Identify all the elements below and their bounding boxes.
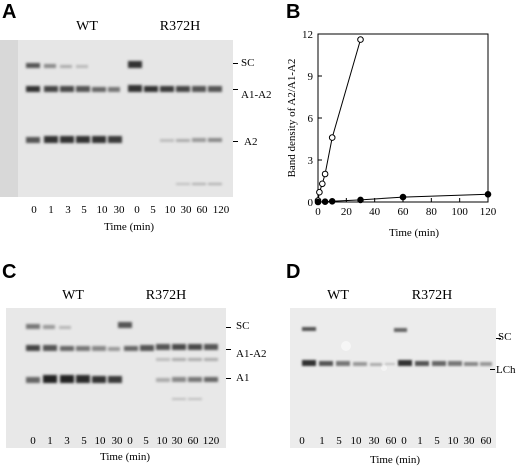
panel-d-group-wt: WT	[327, 288, 349, 303]
panel-a-lane-label: 5	[150, 204, 156, 216]
panel-d-lane-label: 1	[417, 435, 423, 447]
chart-x-tick-label: 0	[315, 206, 321, 218]
panel-d-group-r372h: R372H	[411, 288, 453, 303]
chart-x-tick-label: 100	[451, 206, 468, 218]
chart-x-tick-label: 60	[398, 206, 410, 218]
chart-y-tick-label: 6	[308, 113, 314, 125]
panel-c-lane-label: 30	[171, 435, 183, 447]
panel-c-gel-blot	[6, 308, 226, 448]
panel-d-lane-label: 5	[336, 435, 342, 447]
panel-d-lane-label: 60	[385, 435, 397, 447]
chart-x-tick-label: 120	[480, 206, 497, 218]
chart-point-series-2	[314, 198, 322, 206]
chart-y-tick-label: 3	[308, 155, 314, 167]
panel-a-tick-sc	[233, 63, 238, 64]
panel-c-band-a1a2: A1-A2	[236, 348, 267, 360]
panel-a-time-label: Time (min)	[103, 221, 155, 233]
panel-a-lane-label: 60	[196, 204, 208, 216]
panel-a-group-r372h: R372H	[159, 19, 201, 34]
panel-c-tick-a1	[226, 378, 231, 379]
panel-a-gel-blot	[0, 40, 233, 197]
panel-d-gel-blot	[290, 308, 496, 448]
chart-point-series-2	[399, 193, 407, 201]
panel-a-tick-a2	[233, 141, 238, 142]
panel-c-lane-label: 5	[81, 435, 87, 447]
chart-y-tick-label: 0	[308, 197, 314, 209]
panel-a-lane-label: 30	[113, 204, 125, 216]
panel-d-band-sc: SC	[498, 331, 512, 343]
panel-c-band-a1: A1	[236, 372, 250, 384]
panel-a-band-a2: A2	[244, 136, 258, 148]
panel-c-lane-label: 3	[64, 435, 70, 447]
panel-d-lane-label: 10	[350, 435, 362, 447]
chart-point-series-1	[328, 134, 336, 141]
panel-d-lane-label: 60	[480, 435, 492, 447]
chart-point-series-1	[316, 188, 323, 196]
chart-xlabel: Time (min)	[389, 227, 439, 239]
chart-point-series-2	[328, 198, 336, 205]
panel-c-band-sc: SC	[236, 320, 250, 332]
panel-a-letter: A	[2, 1, 17, 23]
panel-c-lane-label: 60	[187, 435, 199, 447]
panel-c-lane-label: 10	[94, 435, 106, 447]
chart-point-series-2	[357, 196, 364, 204]
chart-x-tick-label: 20	[341, 206, 353, 218]
panel-d-time-label: Time (min)	[369, 454, 421, 466]
chart-x-tick-label: 40	[369, 206, 381, 218]
panel-a-lane-label: 3	[65, 204, 71, 216]
panel-c-lane-label: 120	[202, 435, 220, 447]
panel-d-lane-label: 1	[319, 435, 325, 447]
chart-point-series-2	[484, 191, 492, 198]
chart-x-tick-label: 80	[426, 206, 438, 218]
panel-c-tick-a1a2	[226, 349, 231, 350]
panel-c-lane-label: 10	[156, 435, 168, 447]
chart-point-series-2	[321, 198, 329, 205]
chart-y-tick-label: 12	[302, 29, 313, 41]
panel-d-lane-label: 30	[463, 435, 475, 447]
panel-a-lane-label: 1	[48, 204, 54, 216]
chart-point-series-1	[357, 36, 364, 43]
panel-c-letter: C	[2, 261, 17, 283]
panel-d-lane-label: 30	[368, 435, 380, 447]
panel-a-tick-a1a2	[233, 89, 238, 90]
panel-c-group-r372h: R372H	[145, 288, 187, 303]
panel-d-tick-sc	[496, 338, 501, 339]
panel-d-band-lch: LCh	[496, 364, 516, 376]
panel-d-lane-label: 5	[434, 435, 440, 447]
panel-a-lane-label: 0	[134, 204, 140, 216]
panel-a-lane-label: 5	[81, 204, 87, 216]
panel-c-group-wt: WT	[62, 288, 84, 303]
panel-c-lane-label: 1	[47, 435, 53, 447]
panel-a-lane-label: 10	[96, 204, 108, 216]
panel-a-band-sc: SC	[241, 57, 255, 69]
panel-c-tick-sc	[226, 327, 231, 328]
panel-d-lane-label: 0	[299, 435, 305, 447]
chart-point-series-1	[321, 170, 329, 178]
chart-ylabel: Band density of A2/A1-A2	[286, 59, 298, 178]
panel-a-band-a1a2: A1-A2	[241, 89, 272, 101]
panel-c-lane-label: 30	[111, 435, 123, 447]
chart-plot-frame	[317, 33, 489, 203]
panel-d-lane-label: 10	[447, 435, 459, 447]
panel-a-group-wt: WT	[76, 19, 98, 34]
panel-c-lane-label: 0	[30, 435, 36, 447]
panel-b-chart: 0 20 40 60 80 100 120 0 3 6 9 12 Band density of A2…	[286, 29, 497, 239]
panel-a-lane-label: 0	[31, 204, 37, 216]
panel-a-lane-label: 120	[212, 204, 230, 216]
panel-c-time-label: Time (min)	[99, 451, 151, 463]
panel-c-lane-label: 0	[127, 435, 133, 447]
panel-b-letter: B	[286, 1, 301, 23]
panel-d-letter: D	[286, 261, 301, 283]
panel-c-lane-label: 5	[143, 435, 149, 447]
panel-d-lane-label: 0	[401, 435, 407, 447]
panel-a-lane-label: 30	[180, 204, 192, 216]
chart-point-series-1	[319, 180, 326, 188]
panel-a-lane-label: 10	[164, 204, 176, 216]
panel-d-tick-lch	[490, 369, 495, 370]
chart-y-tick-label: 9	[308, 71, 314, 83]
